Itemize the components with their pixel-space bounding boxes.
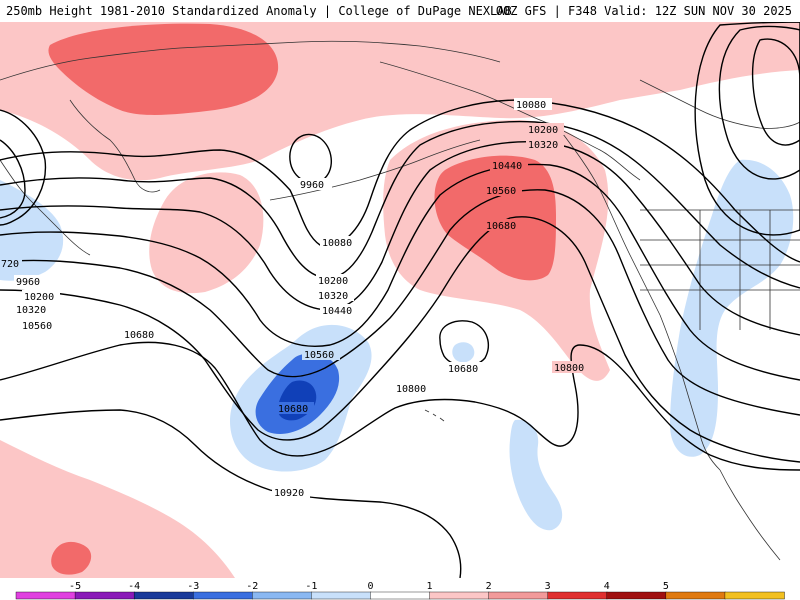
contour-label: 10320 (16, 305, 46, 316)
contour-10560 (0, 189, 800, 416)
anomaly-neg-subtropical (509, 419, 563, 531)
colorbar-swatch (429, 591, 490, 600)
colorbar-tick-label: -1 (305, 581, 317, 592)
coastline-russia (0, 40, 501, 81)
model-run-info: 00Z GFS | F348 Valid: 12Z SUN NOV 30 202… (495, 4, 792, 18)
anomaly-pos-strong-north (48, 23, 279, 115)
colorbar-tick-label: -2 (246, 581, 258, 592)
contour-10440 (0, 163, 800, 381)
contour-label: 720 (1, 259, 19, 270)
contour-east-low-2 (718, 25, 800, 180)
contour-label: 10680 (448, 364, 478, 375)
anomaly-pos-central (149, 172, 264, 294)
colorbar-swatch (15, 591, 76, 600)
contour-label: 10800 (396, 384, 426, 395)
colorbar-legend: -5 -4 -3 -2 -1 0 1 2 3 4 5 (0, 578, 800, 600)
coastline-kamchatka (69, 99, 161, 193)
contour-10680 (0, 216, 800, 463)
contour-10920 (0, 409, 462, 578)
contour-label: 10440 (492, 161, 522, 172)
colorbar-swatch (74, 591, 135, 600)
contour-10200 (0, 120, 800, 289)
colorbar-tick-label: 4 (604, 581, 610, 592)
hawaii-islands (424, 409, 445, 422)
contour-label: 10800 (554, 363, 584, 374)
contour-label: 10320 (528, 140, 558, 151)
contour-10680-small (439, 320, 489, 367)
colorbar-tick-label: 5 (663, 581, 669, 592)
anomaly-pos-strong-ridge (434, 155, 556, 281)
contour-east-low-1 (751, 38, 800, 146)
contour-label: 10560 (22, 321, 52, 332)
map-header: 250mb Height 1981-2010 Standardized Anom… (0, 0, 800, 22)
coastline-canada-west (559, 129, 661, 316)
colorbar-tick-label: 2 (486, 581, 492, 592)
coastline-alaska (379, 61, 641, 181)
colorbar-swatch (133, 591, 194, 600)
map-title: 250mb Height 1981-2010 Standardized Anom… (6, 4, 512, 18)
colorbar-swatch (665, 591, 726, 600)
coastlines (0, 40, 800, 561)
contour-label: 10080 (322, 238, 352, 249)
contour-label: 10200 (318, 276, 348, 287)
colorbar-tick-label: 1 (427, 581, 433, 592)
us-state-lines (640, 209, 800, 330)
colorbar-swatches (15, 591, 785, 600)
contour-label: 10920 (274, 488, 304, 499)
colorbar-swatch (193, 591, 254, 600)
contour-east-low-3 (694, 22, 800, 236)
contour-label: 10680 (486, 221, 516, 232)
anomaly-map: 9960 10080 10200 10320 10440 10560 10680… (0, 22, 800, 578)
contour-label: 10680 (278, 404, 308, 415)
anomaly-neg-small (452, 342, 475, 363)
colorbar-tick-label: 0 (367, 581, 373, 592)
colorbar-swatch (488, 591, 549, 600)
colorbar-swatch (547, 591, 608, 600)
coastline-asia-east (0, 159, 91, 256)
anomaly-neg-west (0, 180, 64, 281)
contour-west-low-1 (0, 109, 47, 226)
anomaly-pos-strong-south (51, 541, 92, 575)
contour-label: 10200 (528, 125, 558, 136)
positive-anomaly-layer (0, 22, 800, 578)
contour-label: 10440 (322, 306, 352, 317)
contour-west-low-2 (0, 139, 26, 219)
colorbar-swatch (606, 591, 667, 600)
contour-label: 9960 (300, 180, 324, 191)
contour-label: 10080 (516, 100, 546, 111)
contour-10320 (0, 141, 800, 336)
colorbar-tick-label: 3 (545, 581, 551, 592)
contour-label: 10560 (486, 186, 516, 197)
colorbar-swatch (311, 591, 372, 600)
contour-label: 10320 (318, 291, 348, 302)
colorbar-tick-label: -4 (128, 581, 140, 592)
contour-label: 10680 (124, 330, 154, 341)
colorbar-swatch (724, 591, 785, 600)
contour-label: 9960 (16, 277, 40, 288)
coastline-aleutians (269, 139, 481, 201)
contour-10800 (0, 341, 800, 471)
contour-label: 10200 (24, 292, 54, 303)
coastline-mexico (719, 469, 781, 561)
colorbar-swatch (252, 591, 313, 600)
contour-10080 (0, 99, 800, 263)
contour-label: 10560 (304, 350, 334, 361)
anomaly-pos-southwest (0, 440, 235, 578)
colorbar-tick-labels: -5 -4 -3 -2 -1 0 1 2 3 4 5 (69, 581, 669, 592)
contour-label-layer: 9960 10080 10200 10320 10440 10560 10680… (0, 98, 590, 499)
coastline-hudson (639, 79, 800, 129)
colorbar-swatch (370, 591, 431, 600)
colorbar-tick-label: -3 (187, 581, 199, 592)
colorbar-tick-label: -5 (69, 581, 81, 592)
